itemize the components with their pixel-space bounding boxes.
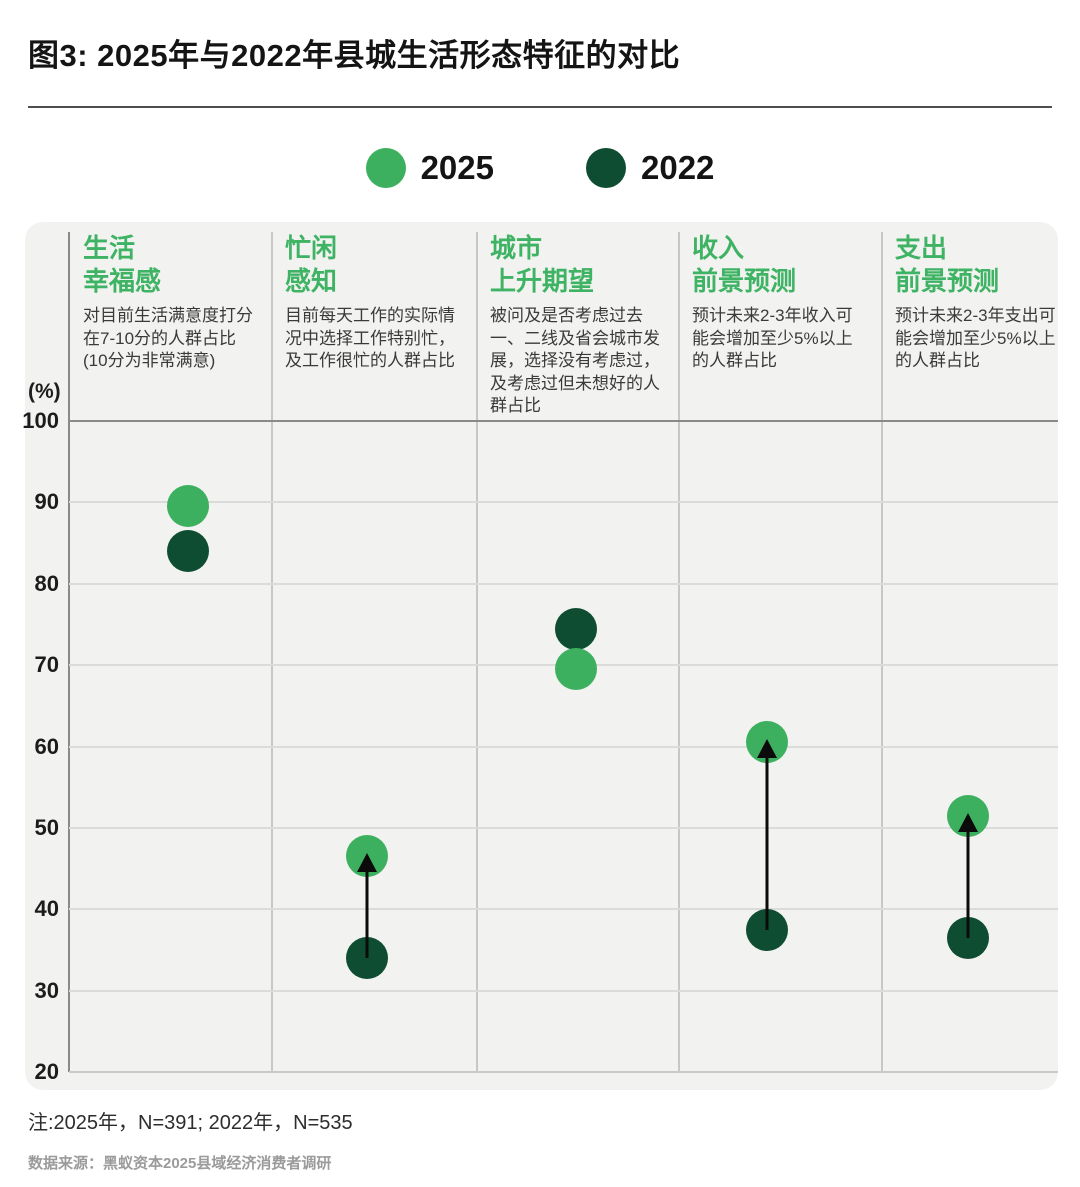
column-header-1: 生活 幸福感对目前生活满意度打分在7-10分的人群占比(10分为非常满意)	[83, 232, 259, 373]
increase-arrow-line-col5	[966, 827, 970, 938]
column-title-5: 支出 前景预测	[895, 233, 1000, 297]
column-title-4: 收入 前景预测	[692, 233, 797, 297]
increase-arrow-head-col4	[757, 739, 777, 759]
data-source-note: 数据来源：黑蚁资本2025县域经济消费者调研	[28, 1155, 332, 1172]
dot-2022-col1	[167, 530, 209, 573]
increase-arrow-head-col2	[357, 853, 377, 873]
column-description-5: 预计未来2-3年支出可能会增加至少5%以上的人群占比	[895, 306, 1056, 371]
column-description-3: 被问及是否考虑过去一、二线及省会城市发展，选择没有考虑过，及考虑过但未想好的人群…	[490, 306, 660, 416]
title-divider	[28, 106, 1052, 108]
increase-arrow-line-col2	[365, 868, 369, 959]
gridline-80	[69, 582, 1058, 585]
chart-title: 图3: 2025年与2022年县城生活形态特征的对比	[28, 38, 681, 73]
y-tick-label-30: 30	[34, 977, 59, 1003]
y-tick-label-70: 70	[34, 652, 59, 678]
dot-2025-col1	[167, 485, 209, 528]
chart-legend: 2025 2022	[0, 148, 1080, 188]
column-header-3: 城市 上升期望被问及是否考虑过去一、二线及省会城市发展，选择没有考虑过，及考虑过…	[490, 232, 666, 418]
y-tick-label-80: 80	[34, 570, 59, 596]
column-description-2: 目前每天工作的实际情况中选择工作特别忙，及工作很忙的人群占比	[285, 306, 455, 371]
column-header-2: 忙闲 感知目前每天工作的实际情况中选择工作特别忙，及工作很忙的人群占比	[285, 232, 461, 373]
legend-item-2025: 2025	[365, 148, 494, 188]
gridline-30	[69, 989, 1058, 992]
gridline-50	[69, 826, 1058, 829]
sample-size-note: 注:2025年，N=391; 2022年，N=535	[28, 1112, 353, 1134]
column-separator-4	[881, 232, 883, 1072]
column-header-4: 收入 前景预测 预计未来2-3年收入可能会增加至少5%以上的人群占比	[692, 232, 868, 373]
column-title-3: 城市 上升期望	[490, 233, 595, 297]
y-tick-label-50: 50	[34, 814, 59, 840]
column-separator-1	[271, 232, 273, 1072]
gridline-40	[69, 908, 1058, 911]
chart-panel: 生活 幸福感 对目前生活满意度打分在7-10分的人群占比(10分为非常满意) 忙闲 …	[22, 222, 1058, 1090]
gridline-60	[69, 745, 1058, 748]
column-description-1: 对目前生活满意度打分在7-10分的人群占比(10分为非常满意)	[83, 306, 253, 371]
legend-label-2025: 2025	[420, 149, 494, 186]
y-axis-unit-label: (%)	[28, 380, 61, 403]
y-tick-label-20: 20	[34, 1059, 59, 1084]
y-tick-label-100: 100	[22, 408, 59, 433]
column-title-2: 忙闲 感知	[285, 233, 338, 297]
gridline-100	[69, 420, 1058, 422]
column-description-4: 预计未来2-3年收入可能会增加至少5%以上的人群占比	[692, 306, 853, 371]
gridline-20	[69, 1071, 1058, 1073]
chart-plot: 100 90 80 70 60 50 40 30 20	[22, 408, 1058, 1084]
legend-dot-2025-icon	[365, 148, 406, 188]
gridline-90	[69, 501, 1058, 504]
dot-2022-col3	[555, 607, 597, 650]
column-separator-3	[678, 232, 680, 1072]
increase-arrow-head-col5	[958, 812, 978, 832]
legend-dot-2022-icon	[586, 148, 626, 188]
y-tick-label-90: 90	[34, 489, 59, 515]
dot-2025-col3	[555, 648, 597, 691]
legend-label-2022: 2022	[641, 149, 715, 186]
y-axis-line	[68, 232, 70, 1072]
column-separator-2	[476, 232, 478, 1072]
increase-arrow-line-col4	[765, 754, 769, 930]
legend-item-2022: 2022	[586, 148, 714, 188]
y-tick-label-60: 60	[34, 733, 59, 759]
y-tick-label-40: 40	[34, 896, 59, 922]
column-header-5: 支出 前景预测 预计未来2-3年支出可能会增加至少5%以上的人群占比	[895, 232, 1071, 373]
column-title-1: 生活 幸福感	[83, 233, 162, 297]
